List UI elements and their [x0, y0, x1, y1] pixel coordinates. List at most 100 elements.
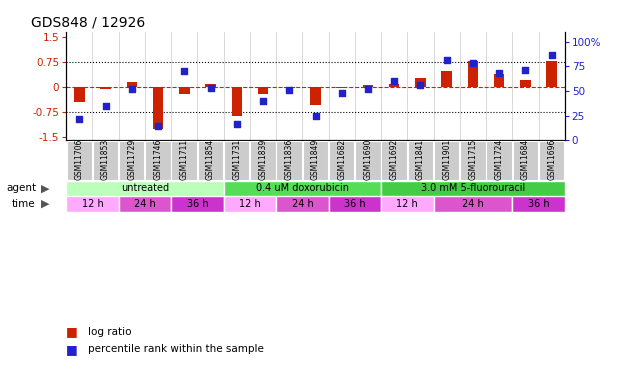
Bar [310, 87, 321, 105]
Point [521, 68, 531, 74]
Bar [172, 141, 197, 180]
Text: GSM11854: GSM11854 [206, 139, 215, 180]
Bar [276, 141, 302, 180]
Text: GSM11729: GSM11729 [127, 139, 136, 180]
Bar [381, 181, 565, 196]
Point [310, 113, 321, 119]
Bar [408, 141, 433, 180]
Text: GSM11711: GSM11711 [180, 139, 189, 180]
Bar [171, 196, 223, 211]
Bar [100, 87, 111, 89]
Bar [145, 141, 170, 180]
Text: 36 h: 36 h [187, 199, 208, 209]
Text: ■: ■ [66, 326, 78, 338]
Text: GSM11724: GSM11724 [495, 139, 504, 180]
Bar [223, 196, 276, 211]
Point [494, 70, 504, 76]
Bar [520, 80, 531, 87]
Bar [381, 196, 433, 211]
Bar [434, 141, 459, 180]
Text: GSM11682: GSM11682 [337, 139, 346, 180]
Text: 3.0 mM 5-fluorouracil: 3.0 mM 5-fluorouracil [421, 183, 525, 193]
Point [179, 68, 189, 74]
Text: ■: ■ [66, 343, 78, 356]
Text: 24 h: 24 h [292, 199, 313, 209]
Text: 12 h: 12 h [239, 199, 261, 209]
Text: GSM11692: GSM11692 [390, 139, 399, 180]
Point [468, 60, 478, 66]
Point [415, 82, 425, 88]
Text: GSM11696: GSM11696 [547, 139, 556, 180]
Text: GSM11841: GSM11841 [416, 139, 425, 180]
Bar [433, 196, 512, 211]
Point [153, 123, 163, 129]
Text: ▶: ▶ [41, 199, 49, 209]
Bar [487, 141, 512, 180]
Point [74, 116, 85, 122]
Bar [258, 87, 268, 94]
Bar [276, 196, 329, 211]
Text: GSM11706: GSM11706 [75, 139, 84, 180]
Bar [355, 141, 380, 180]
Text: 12 h: 12 h [396, 199, 418, 209]
Bar [119, 196, 171, 211]
Text: GSM11746: GSM11746 [153, 139, 163, 180]
Bar [232, 87, 242, 116]
Bar [442, 71, 452, 87]
Bar [363, 85, 373, 87]
Bar [153, 87, 163, 129]
Point [127, 86, 137, 92]
Bar [494, 74, 504, 87]
Bar [512, 196, 565, 211]
Text: 0.4 uM doxorubicin: 0.4 uM doxorubicin [256, 183, 349, 193]
Text: ▶: ▶ [41, 183, 49, 193]
Bar [205, 84, 216, 87]
Bar [546, 61, 557, 87]
Text: GSM11839: GSM11839 [259, 139, 268, 180]
Bar [66, 141, 92, 180]
Point [206, 85, 216, 91]
Text: agent: agent [6, 183, 37, 193]
Point [258, 98, 268, 104]
Bar [223, 181, 381, 196]
Point [546, 52, 557, 58]
Bar [224, 141, 249, 180]
Text: untreated: untreated [121, 183, 169, 193]
Text: GDS848 / 12926: GDS848 / 12926 [32, 15, 146, 29]
Bar [250, 141, 276, 180]
Point [100, 103, 110, 109]
Point [442, 57, 452, 63]
Bar [381, 141, 407, 180]
Text: GSM11849: GSM11849 [311, 139, 320, 180]
Bar [119, 141, 144, 180]
Bar [336, 87, 347, 88]
Bar [512, 141, 538, 180]
Bar [93, 141, 118, 180]
Bar [66, 196, 119, 211]
Bar [329, 196, 381, 211]
Text: log ratio: log ratio [88, 327, 132, 337]
Point [284, 87, 294, 93]
Text: GSM11690: GSM11690 [363, 139, 372, 180]
Text: GSM11715: GSM11715 [468, 139, 478, 180]
Text: GSM11853: GSM11853 [101, 139, 110, 180]
Bar [66, 181, 223, 196]
Text: 24 h: 24 h [462, 199, 484, 209]
Text: 12 h: 12 h [81, 199, 103, 209]
Text: time: time [11, 199, 35, 209]
Text: 24 h: 24 h [134, 199, 156, 209]
Bar [127, 82, 137, 87]
Bar [303, 141, 328, 180]
Point [232, 121, 242, 127]
Text: GSM11731: GSM11731 [232, 139, 241, 180]
Point [363, 86, 373, 92]
Point [389, 78, 399, 84]
Text: 36 h: 36 h [528, 199, 550, 209]
Bar [198, 141, 223, 180]
Text: GSM11901: GSM11901 [442, 139, 451, 180]
Bar [329, 141, 355, 180]
Bar [179, 87, 189, 94]
Bar [460, 141, 485, 180]
Text: percentile rank within the sample: percentile rank within the sample [88, 345, 264, 354]
Text: GSM11836: GSM11836 [285, 139, 294, 180]
